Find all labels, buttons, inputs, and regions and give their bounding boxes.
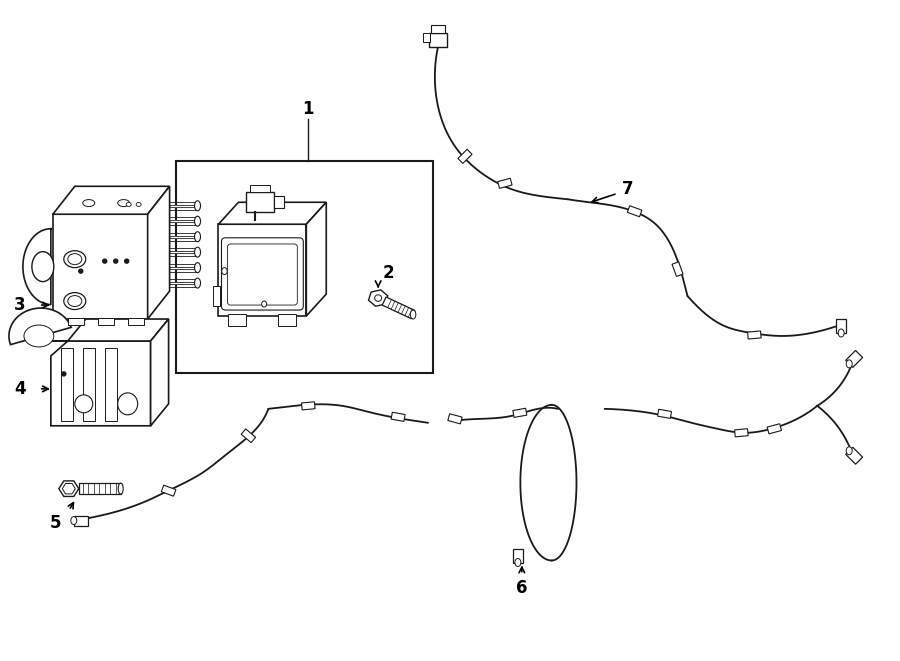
Bar	[176, 161, 433, 373]
Ellipse shape	[221, 268, 227, 274]
Bar	[498, 178, 512, 188]
Bar	[104, 348, 117, 421]
Ellipse shape	[118, 200, 130, 206]
Bar	[229, 314, 247, 326]
Bar	[128, 318, 144, 325]
Text: 4: 4	[14, 380, 26, 398]
Bar	[734, 429, 748, 437]
Ellipse shape	[194, 216, 201, 226]
Ellipse shape	[194, 278, 201, 288]
Ellipse shape	[118, 483, 123, 494]
Ellipse shape	[118, 393, 138, 415]
Bar	[83, 348, 94, 421]
Ellipse shape	[515, 559, 521, 566]
Bar	[247, 192, 274, 212]
Bar	[68, 318, 84, 325]
Bar	[672, 262, 683, 276]
Ellipse shape	[68, 254, 82, 264]
Ellipse shape	[194, 201, 201, 211]
Polygon shape	[382, 297, 415, 319]
Bar	[513, 408, 526, 417]
Ellipse shape	[68, 295, 82, 307]
Ellipse shape	[71, 517, 76, 525]
Polygon shape	[368, 290, 388, 306]
Bar	[458, 149, 472, 163]
Ellipse shape	[103, 259, 107, 263]
Ellipse shape	[846, 360, 852, 368]
Bar	[241, 429, 256, 443]
Ellipse shape	[75, 395, 93, 413]
Bar	[98, 318, 113, 325]
Ellipse shape	[32, 252, 54, 282]
Polygon shape	[24, 325, 54, 347]
Text: 5: 5	[50, 514, 61, 531]
Bar	[161, 485, 176, 496]
Text: 1: 1	[302, 100, 314, 118]
Ellipse shape	[126, 202, 131, 206]
Bar	[219, 224, 306, 316]
Ellipse shape	[136, 202, 141, 206]
Bar	[212, 286, 220, 306]
FancyBboxPatch shape	[221, 238, 303, 310]
Ellipse shape	[846, 447, 852, 455]
Text: 6: 6	[516, 580, 527, 598]
Bar	[278, 314, 296, 326]
Bar	[431, 24, 445, 32]
Ellipse shape	[410, 310, 416, 319]
Ellipse shape	[194, 262, 201, 272]
Polygon shape	[306, 202, 327, 316]
Bar	[274, 196, 284, 208]
Bar	[61, 348, 73, 421]
Polygon shape	[9, 308, 71, 344]
Bar	[423, 32, 430, 42]
Polygon shape	[53, 186, 169, 214]
Polygon shape	[836, 319, 846, 333]
Ellipse shape	[838, 329, 844, 337]
Ellipse shape	[62, 372, 66, 376]
Ellipse shape	[64, 251, 86, 268]
Ellipse shape	[374, 295, 382, 301]
Polygon shape	[219, 202, 327, 224]
Ellipse shape	[194, 247, 201, 257]
Bar	[250, 185, 270, 192]
Polygon shape	[62, 483, 76, 494]
Ellipse shape	[113, 259, 118, 263]
Bar	[79, 483, 121, 494]
Ellipse shape	[194, 232, 201, 242]
Bar	[658, 409, 671, 418]
Polygon shape	[58, 481, 79, 496]
Ellipse shape	[262, 301, 266, 307]
Polygon shape	[513, 549, 523, 563]
FancyBboxPatch shape	[228, 244, 297, 305]
Bar	[448, 414, 463, 424]
Text: 2: 2	[382, 264, 394, 282]
Ellipse shape	[64, 293, 86, 309]
Text: 7: 7	[622, 180, 634, 198]
Ellipse shape	[83, 200, 94, 206]
PathPatch shape	[50, 341, 150, 426]
Text: 3: 3	[14, 296, 26, 314]
Bar	[627, 206, 642, 217]
Bar	[392, 412, 405, 421]
Bar	[748, 331, 761, 339]
Ellipse shape	[79, 269, 83, 273]
PathPatch shape	[50, 319, 168, 341]
Polygon shape	[148, 186, 169, 319]
Polygon shape	[74, 516, 88, 525]
Bar	[302, 402, 315, 410]
Ellipse shape	[125, 259, 129, 263]
Bar	[767, 424, 781, 434]
Bar	[429, 32, 447, 46]
Polygon shape	[846, 350, 862, 368]
Polygon shape	[846, 447, 862, 464]
PathPatch shape	[150, 319, 168, 426]
Polygon shape	[53, 214, 148, 319]
